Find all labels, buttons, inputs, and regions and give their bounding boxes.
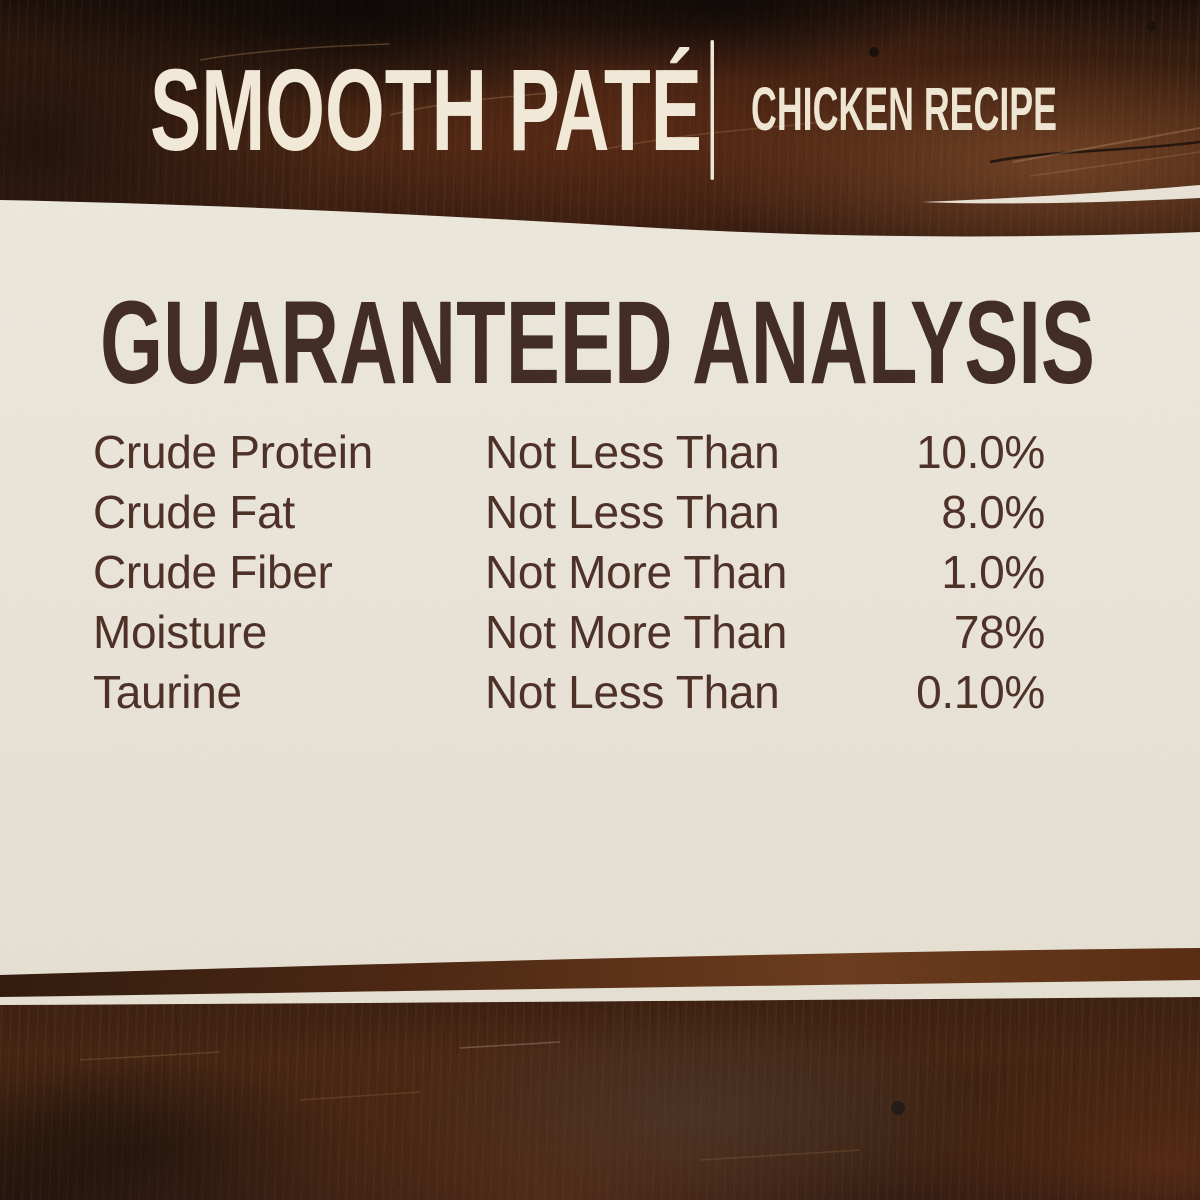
analysis-row: Taurine Not Less Than 0.10% (93, 662, 1045, 722)
nutrient-value: 1.0% (941, 546, 1045, 598)
nutrient-name: Moisture (93, 606, 267, 658)
analysis-row: Crude Fat Not Less Than 8.0% (93, 482, 1045, 542)
nutrient-value: 8.0% (941, 486, 1045, 538)
nutrient-condition: Not More Than (485, 546, 788, 598)
nutrient-condition: Not Less Than (485, 486, 780, 538)
analysis-row: Moisture Not More Than 78% (93, 602, 1045, 662)
nutrient-condition: Not Less Than (485, 426, 780, 478)
nutrient-name: Taurine (93, 666, 242, 718)
paper-wave-sliver (922, 185, 1200, 204)
analysis-row: Crude Protein Not Less Than 10.0% (93, 422, 1045, 482)
analysis-table: Crude Protein Not Less Than 10.0% Crude … (93, 422, 1045, 722)
nutrient-value: 10.0% (916, 426, 1045, 478)
recipe-title: CHICKEN RECIPE (751, 75, 1057, 143)
wood-scratch-marks (79, 43, 1200, 1161)
nutrient-name: Crude Protein (93, 426, 373, 478)
nutrient-value: 0.10% (916, 666, 1045, 718)
analysis-row: Crude Fiber Not More Than 1.0% (93, 542, 1045, 602)
nutrient-name: Crude Fat (93, 486, 295, 538)
nutrient-condition: Not More Than (485, 606, 788, 658)
header-divider (710, 40, 714, 180)
nutrient-name: Crude Fiber (93, 546, 333, 598)
paper-panel (0, 200, 1200, 1005)
wood-ribbon-stripe (0, 948, 1200, 997)
analysis-title: GUARANTEED ANALYSIS (100, 277, 1095, 409)
product-line-title: SMOOTH PATÉ (150, 45, 702, 175)
nutrient-condition: Not Less Than (485, 666, 780, 718)
nutrient-value: 78% (953, 606, 1045, 658)
